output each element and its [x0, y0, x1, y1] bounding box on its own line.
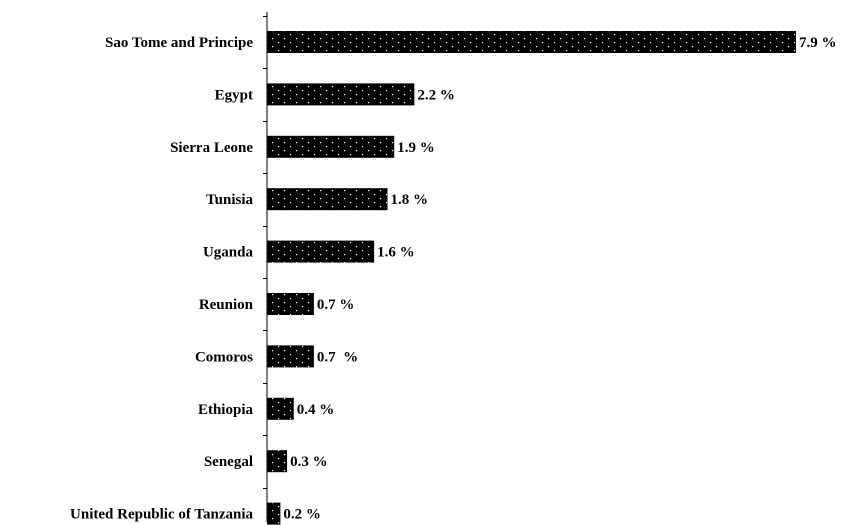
- data-label: 0.2 %: [283, 507, 321, 523]
- bars-group: Sao Tome and Principe 7.9 % Egypt 2.2 % Sier…: [70, 31, 837, 525]
- bar: [267, 83, 415, 106]
- data-label: 0.7 %: [317, 297, 355, 313]
- data-label: 0.3 %: [290, 454, 328, 470]
- data-label: 1.9 %: [397, 140, 435, 156]
- category-label: Egypt: [215, 87, 253, 103]
- category-label: Sao Tome and Principe: [105, 35, 253, 51]
- data-label: 0.4 %: [297, 402, 335, 418]
- category-label: Comoros: [195, 349, 253, 365]
- category-label: Ethiopia: [198, 402, 254, 418]
- data-label: 0.7 %: [317, 349, 358, 365]
- bar: [267, 31, 796, 53]
- data-label: 1.8 %: [391, 192, 429, 208]
- y-axis-ticks: [263, 16, 267, 489]
- data-label: 1.6 %: [377, 245, 415, 261]
- bar: [267, 188, 388, 211]
- bar: [267, 135, 395, 158]
- data-label: 2.2 %: [417, 87, 455, 103]
- bar: [267, 345, 314, 368]
- category-label: United Republic of Tanzania: [70, 507, 253, 523]
- bar: [267, 293, 314, 315]
- bar: [267, 240, 375, 263]
- category-label: Senegal: [204, 454, 253, 470]
- category-label: Tunisia: [206, 192, 253, 208]
- bar: [267, 502, 281, 525]
- bar: [267, 450, 288, 473]
- bar: [267, 397, 294, 420]
- data-label: 7.9 %: [799, 35, 837, 51]
- category-label: Reunion: [199, 297, 254, 313]
- category-label: Sierra Leone: [170, 140, 253, 156]
- category-label: Uganda: [203, 245, 254, 261]
